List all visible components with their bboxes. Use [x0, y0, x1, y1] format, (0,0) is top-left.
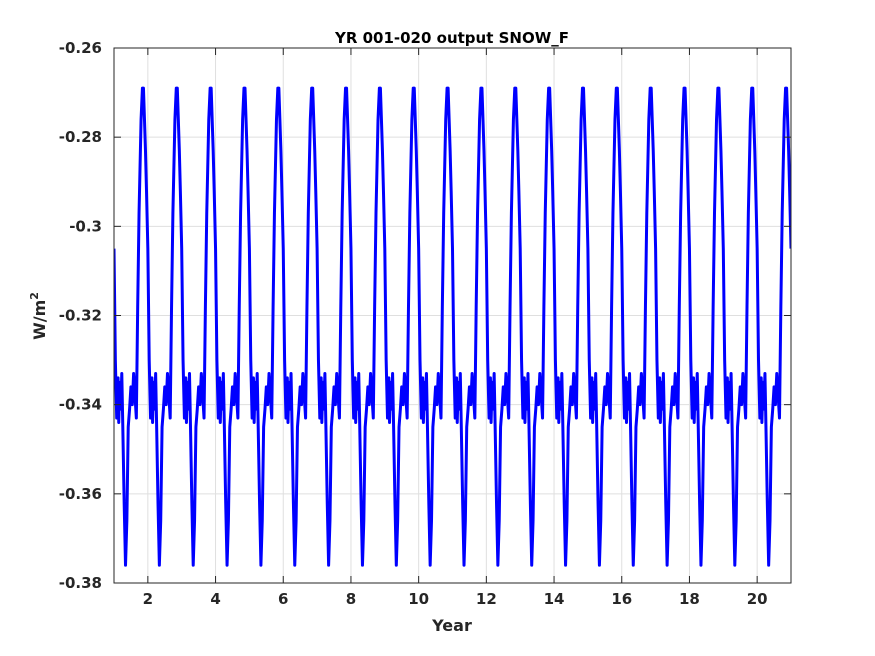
series-layer: [114, 86, 791, 567]
x-tick-label: 20: [747, 590, 768, 608]
series-line: [114, 86, 791, 567]
x-tick-label: 8: [346, 590, 356, 608]
x-tick-label: 12: [476, 590, 497, 608]
y-tick-label: -0.26: [59, 39, 102, 57]
y-axis-label-text: W/m: [30, 300, 49, 340]
x-tick-label: 6: [278, 590, 288, 608]
x-tick-label: 4: [210, 590, 220, 608]
chart-title: YR 001-020 output SNOW_F: [334, 29, 569, 47]
tick-marks: [114, 47, 791, 584]
x-tick-label: 16: [611, 590, 632, 608]
y-tick-label: -0.36: [59, 485, 102, 503]
x-tick-label: 14: [544, 590, 565, 608]
y-tick-label: -0.32: [59, 307, 102, 325]
y-tick-label: -0.28: [59, 128, 102, 146]
y-axis-label-superscript: 2: [28, 292, 41, 300]
y-tick-label: -0.3: [69, 217, 102, 235]
x-tick-labels: 2 4 6 8 10 12 14 16 18 20: [143, 590, 768, 608]
x-tick-label: 18: [679, 590, 700, 608]
x-axis-label: Year: [431, 616, 472, 635]
x-tick-label: 2: [143, 590, 153, 608]
y-axis-label: W/m2: [28, 292, 49, 340]
y-tick-labels: -0.38 -0.36 -0.34 -0.32 -0.3 -0.28 -0.26: [59, 39, 102, 592]
x-tick-label: 10: [408, 590, 429, 608]
y-tick-label: -0.34: [59, 396, 102, 414]
y-tick-label: -0.38: [59, 574, 102, 592]
